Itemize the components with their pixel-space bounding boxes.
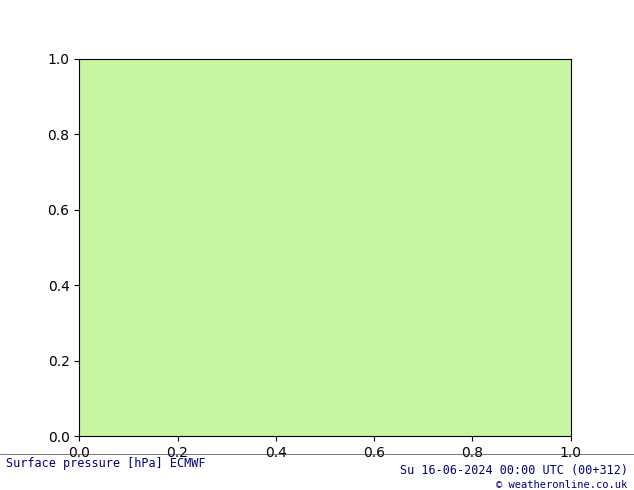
Text: Su 16-06-2024 00:00 UTC (00+312): Su 16-06-2024 00:00 UTC (00+312) [399, 464, 628, 477]
Text: © weatheronline.co.uk: © weatheronline.co.uk [496, 480, 628, 490]
Text: Surface pressure [hPa] ECMWF: Surface pressure [hPa] ECMWF [6, 457, 206, 469]
